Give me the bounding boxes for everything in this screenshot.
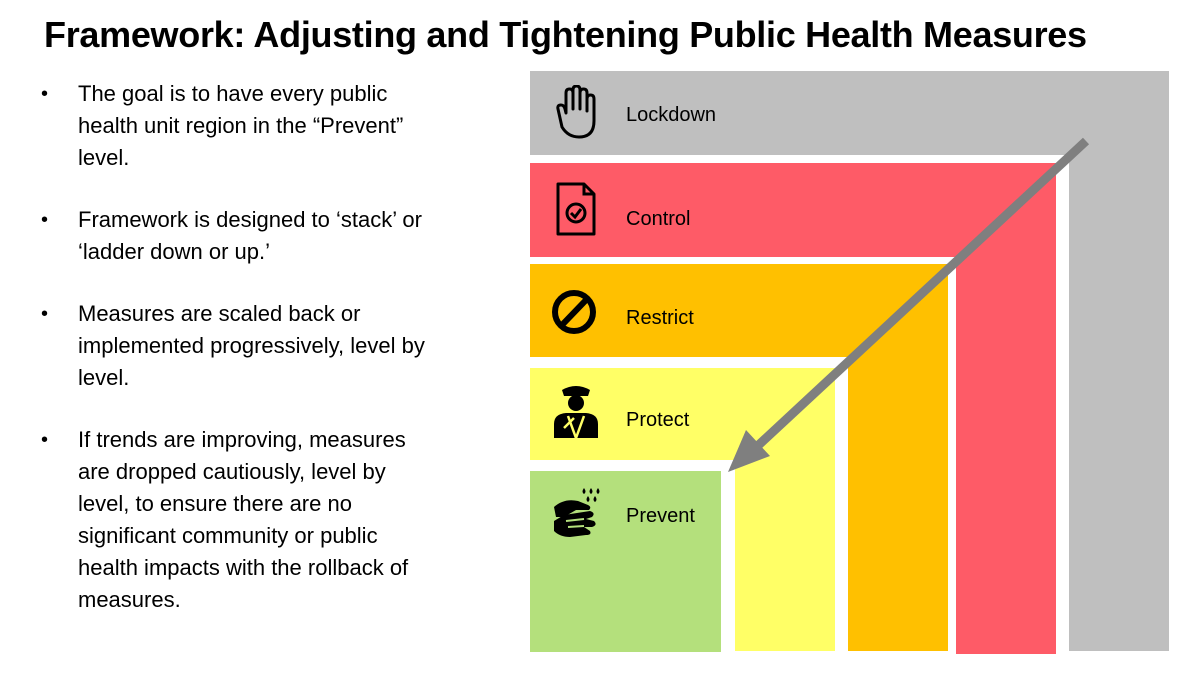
level-control-column	[956, 257, 1056, 654]
bullet-text: The goal is to have every public health …	[78, 81, 404, 170]
bullet-text: Measures are scaled back or implemented …	[78, 301, 425, 390]
level-restrict-band: Restrict	[530, 264, 948, 357]
bullet-text: If trends are improving, measures are dr…	[78, 427, 409, 612]
level-prevent-label: Prevent	[626, 505, 695, 527]
level-protect-column	[735, 460, 835, 651]
level-control-band: Control	[530, 163, 1056, 257]
document-check-icon	[550, 181, 602, 237]
level-control-label: Control	[626, 208, 691, 230]
level-lockdown-band: Lockdown	[530, 71, 1169, 155]
bullet-dot: •	[41, 209, 49, 231]
bullet-item: • If trends are improving, measures are d…	[38, 424, 438, 616]
officer-icon	[550, 382, 602, 438]
raised-hand-icon	[550, 85, 602, 141]
bullet-dot: •	[41, 303, 49, 325]
level-lockdown-label: Lockdown	[626, 104, 717, 126]
bullet-item: • Framework is designed to ‘stack’ or ‘la…	[38, 204, 438, 268]
level-protect-band: Protect	[530, 368, 835, 460]
bullet-dot: •	[41, 429, 49, 451]
bullet-dot: •	[41, 83, 49, 105]
bullet-text: Framework is designed to ‘stack’ or ‘lad…	[78, 207, 422, 264]
level-restrict-column	[848, 357, 948, 651]
bullet-list: • The goal is to have every public health…	[38, 78, 438, 646]
level-restrict-label: Restrict	[626, 307, 694, 329]
prohibited-icon	[550, 284, 602, 340]
page-title: Framework: Adjusting and Tightening Publ…	[44, 14, 1087, 55]
level-prevent-band: Prevent	[530, 471, 721, 652]
level-lockdown-column	[1069, 155, 1169, 651]
bullet-item: • The goal is to have every public health…	[38, 78, 438, 174]
hand-washing-icon	[550, 485, 602, 541]
level-protect-label: Protect	[626, 409, 690, 431]
bullet-item: • Measures are scaled back or implemented…	[38, 298, 438, 394]
